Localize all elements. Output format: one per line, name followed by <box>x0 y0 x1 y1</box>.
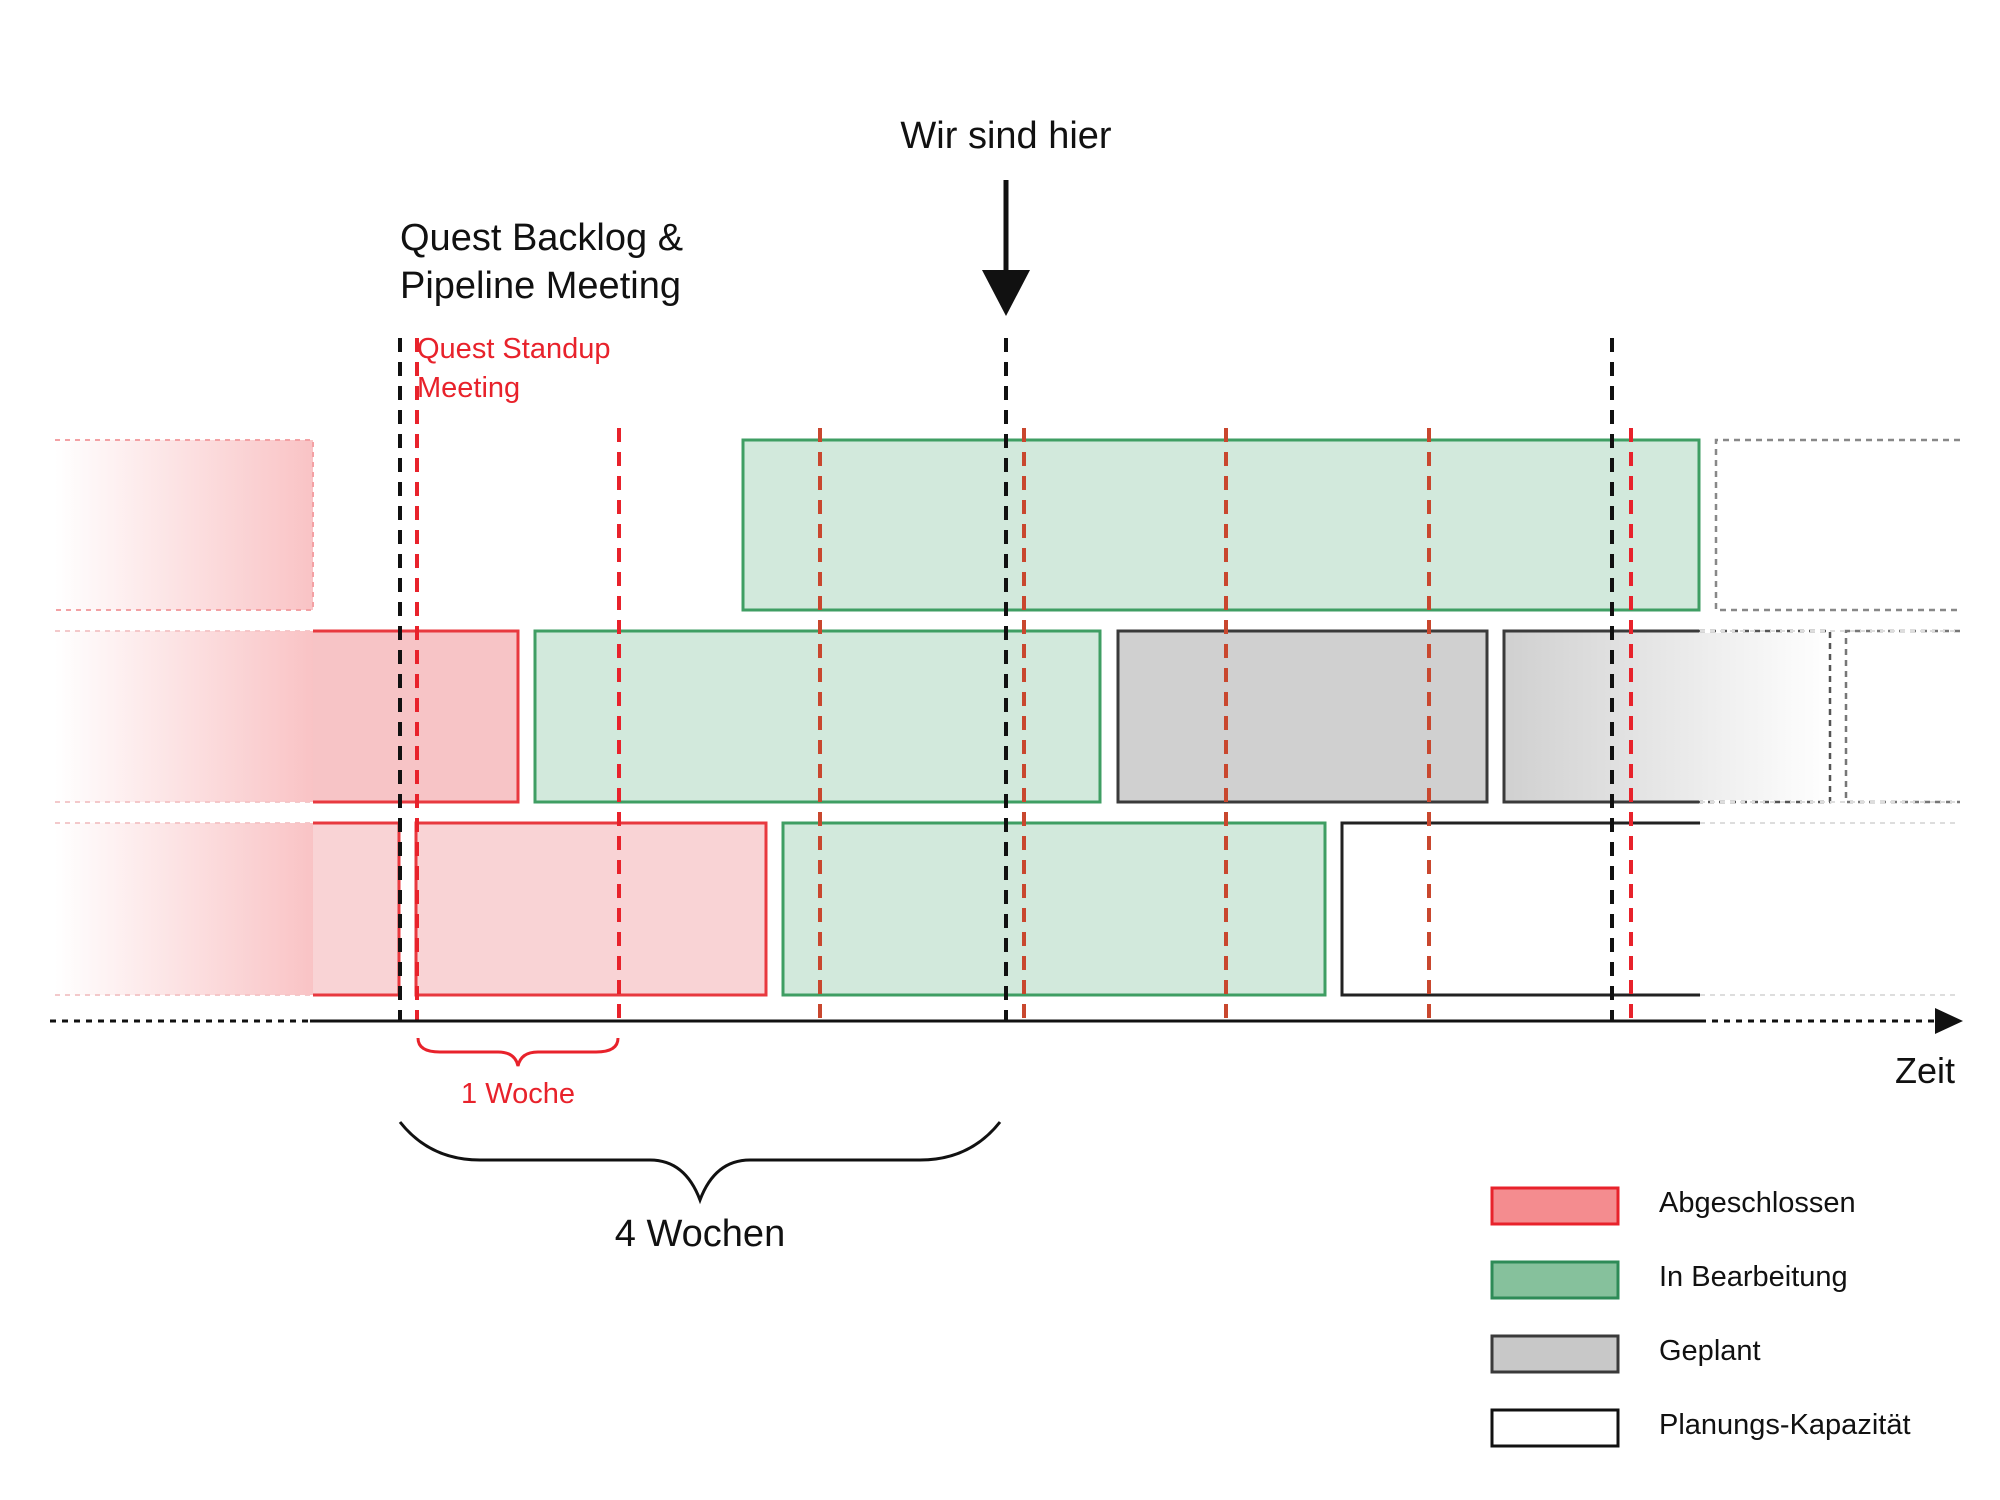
faded-capacity-block <box>1714 438 1960 612</box>
legend-label: Abgeschlossen <box>1659 1187 1856 1219</box>
meeting-label-line2: Pipeline Meeting <box>400 265 681 307</box>
done-block <box>313 821 401 997</box>
progress-block <box>741 438 1701 612</box>
standup-label-line2: Meeting <box>417 372 520 404</box>
row-1 <box>55 438 1960 612</box>
planned-block-fading <box>1504 631 1830 802</box>
legend: Abgeschlossen In Bearbeitung Geplant Planun… <box>1490 1186 1911 1448</box>
faded-capacity-block <box>1844 629 1960 804</box>
four-weeks-brace: 4 Wochen <box>398 1121 1002 1255</box>
planned-block <box>1116 629 1489 804</box>
legend-swatch <box>1490 1260 1620 1300</box>
one-week-label: 1 Woche <box>461 1078 575 1110</box>
faded-done-block-border <box>55 439 314 611</box>
faded-done-block <box>55 440 313 610</box>
current-position-marker: Wir sind hier <box>900 115 1112 316</box>
row-3 <box>55 821 1960 997</box>
meeting-lines <box>398 338 1614 1022</box>
legend-swatch <box>1490 1186 1620 1226</box>
four-weeks-label: 4 Wochen <box>615 1213 785 1255</box>
capacity-block <box>1340 821 1700 997</box>
row-2 <box>55 629 1960 804</box>
legend-label: Geplant <box>1659 1335 1761 1367</box>
legend-swatch <box>1490 1334 1620 1374</box>
done-block <box>414 821 768 997</box>
standup-lines <box>415 338 1633 1022</box>
arrow-right-icon <box>1935 1008 1963 1034</box>
faded-done-block <box>55 823 313 995</box>
progress-block <box>781 821 1327 997</box>
time-axis-label: Zeit <box>1895 1050 1955 1091</box>
standup-label-line1: Quest Standup <box>417 333 610 365</box>
one-week-brace: 1 Woche <box>416 1037 620 1110</box>
meeting-label-line1: Quest Backlog & <box>400 217 683 259</box>
here-label: Wir sind hier <box>900 115 1111 157</box>
arrow-down-icon <box>982 270 1030 316</box>
legend-label: Planungs-Kapazität <box>1659 1409 1911 1441</box>
faded-done-block <box>55 631 313 802</box>
legend-swatch <box>1490 1408 1620 1448</box>
time-axis: Zeit <box>50 1008 1963 1091</box>
legend-label: In Bearbeitung <box>1659 1261 1848 1293</box>
